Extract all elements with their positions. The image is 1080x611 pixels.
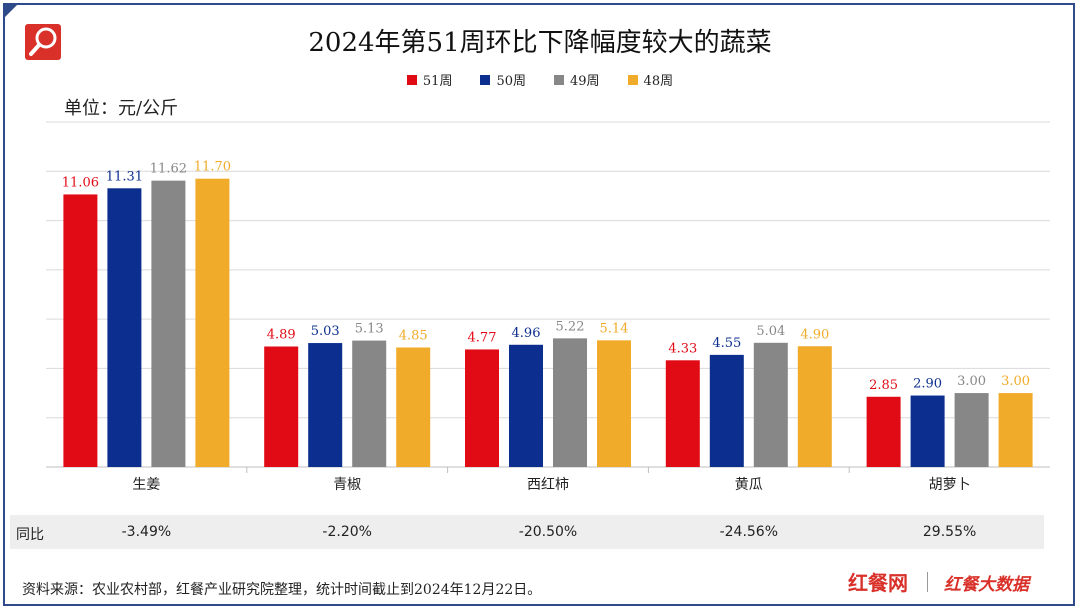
data-label: 5.14 bbox=[600, 321, 629, 336]
yoy-value: -24.56% bbox=[719, 524, 779, 540]
legend-swatch bbox=[554, 74, 564, 85]
brand-logo-secondary: 红餐大数据 bbox=[944, 575, 1029, 595]
bar bbox=[352, 340, 387, 467]
bar bbox=[910, 395, 945, 467]
data-label: 5.03 bbox=[311, 324, 340, 339]
bar bbox=[665, 360, 700, 467]
data-label: 5.04 bbox=[756, 324, 785, 339]
source-note: 资料来源：农业农村部，红餐产业研究院整理，统计时间截止到2024年12月22日。 bbox=[22, 582, 542, 598]
legend-swatch bbox=[480, 74, 491, 85]
bar bbox=[954, 393, 989, 467]
magnifier-icon bbox=[25, 24, 61, 60]
data-label: 4.85 bbox=[399, 328, 428, 343]
bar-chart: 11.06 11.31 11.62 11.70 生姜 4.89 5.03 5.13 4.85 青椒… bbox=[46, 121, 1050, 493]
data-label: 2.85 bbox=[869, 378, 898, 393]
yoy-value: 29.55% bbox=[922, 524, 977, 540]
bar bbox=[465, 349, 499, 467]
bar bbox=[753, 342, 788, 467]
category-label: 生姜 bbox=[132, 477, 160, 493]
bar bbox=[797, 346, 832, 467]
yoy-value: -2.20% bbox=[322, 524, 372, 540]
yoy-value: -3.49% bbox=[121, 524, 172, 540]
bar bbox=[151, 180, 186, 467]
bar bbox=[709, 354, 744, 467]
data-label: 3.00 bbox=[957, 374, 986, 389]
legend-item-48: 48周 bbox=[627, 70, 674, 89]
data-label: 4.90 bbox=[800, 327, 829, 342]
legend-swatch bbox=[406, 74, 417, 85]
yoy-value: -20.50% bbox=[518, 524, 578, 540]
brand-divider bbox=[927, 572, 928, 592]
bar bbox=[107, 188, 142, 467]
bar bbox=[866, 396, 901, 467]
legend-label: 51周 bbox=[422, 74, 453, 89]
legend-swatch bbox=[627, 74, 638, 85]
bar bbox=[998, 393, 1033, 467]
legend-item-49: 49周 bbox=[554, 70, 600, 89]
data-label: 2.90 bbox=[913, 377, 942, 392]
yoy-row bbox=[10, 515, 1044, 549]
data-label: 4.33 bbox=[668, 341, 697, 356]
legend-label: 50周 bbox=[496, 74, 526, 89]
legend-item-50: 50周 bbox=[480, 70, 526, 89]
data-label: 4.96 bbox=[512, 326, 541, 341]
bar bbox=[308, 343, 343, 467]
chart-title: 2024年第51周环比下降幅度较大的蔬菜 bbox=[308, 28, 772, 58]
data-label: 5.22 bbox=[556, 319, 585, 334]
data-label: 4.89 bbox=[267, 327, 296, 342]
category-label: 西红柿 bbox=[527, 476, 569, 493]
corner-decoration bbox=[3, 3, 19, 19]
data-label: 4.55 bbox=[712, 336, 741, 351]
yoy-label: 同比 bbox=[16, 527, 44, 543]
category-label: 胡萝卜 bbox=[929, 477, 971, 493]
data-label: 5.13 bbox=[355, 322, 384, 337]
legend-label: 49周 bbox=[570, 74, 600, 89]
legend-item-51: 51周 bbox=[406, 70, 453, 89]
data-label: 3.00 bbox=[1001, 374, 1030, 389]
legend-label: 48周 bbox=[643, 74, 674, 89]
bar bbox=[396, 347, 431, 467]
data-label: 4.77 bbox=[468, 330, 497, 345]
unit-label: 单位：元/公斤 bbox=[64, 98, 179, 119]
bar bbox=[509, 344, 543, 467]
bar bbox=[597, 340, 631, 467]
bar bbox=[264, 346, 299, 467]
data-label: 11.31 bbox=[106, 169, 143, 184]
data-label: 11.06 bbox=[62, 175, 99, 190]
bar bbox=[195, 178, 230, 467]
data-label: 11.70 bbox=[194, 160, 231, 175]
brand-logo: 红餐网 bbox=[848, 571, 908, 595]
legend: 51周 50周 49周 48周 bbox=[0, 70, 1080, 89]
category-label: 黄瓜 bbox=[735, 476, 763, 493]
bar bbox=[553, 338, 587, 467]
bar bbox=[63, 194, 98, 467]
data-label: 11.62 bbox=[150, 162, 187, 177]
category-label: 青椒 bbox=[333, 477, 361, 493]
